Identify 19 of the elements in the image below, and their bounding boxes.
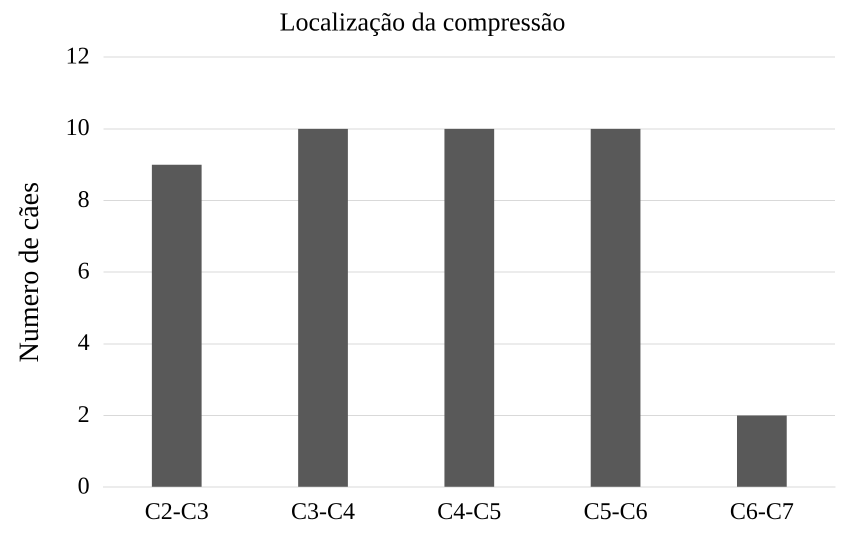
x-tick-label: C6-C7: [730, 498, 794, 525]
y-tick-label: 12: [66, 43, 90, 70]
x-tick-label: C3-C4: [291, 498, 356, 525]
chart-title: Localização da compressão: [280, 7, 566, 36]
x-tick-label: C5-C6: [584, 498, 648, 525]
x-tick-label: C4-C5: [437, 498, 502, 525]
y-tick-label: 10: [66, 115, 90, 142]
bar: [736, 416, 787, 487]
bar: [444, 128, 494, 487]
y-tick-label: 2: [78, 402, 90, 428]
x-tick-label: C2-C3: [144, 498, 209, 525]
bar: [152, 164, 202, 487]
y-axis-title: Numero de cães: [14, 182, 46, 362]
y-tick-label: 0: [78, 473, 90, 500]
y-tick-label: 8: [78, 186, 90, 213]
y-tick-label: 6: [78, 258, 90, 284]
bar: [298, 128, 348, 487]
bar: [590, 128, 640, 487]
y-tick-label: 4: [78, 330, 90, 356]
